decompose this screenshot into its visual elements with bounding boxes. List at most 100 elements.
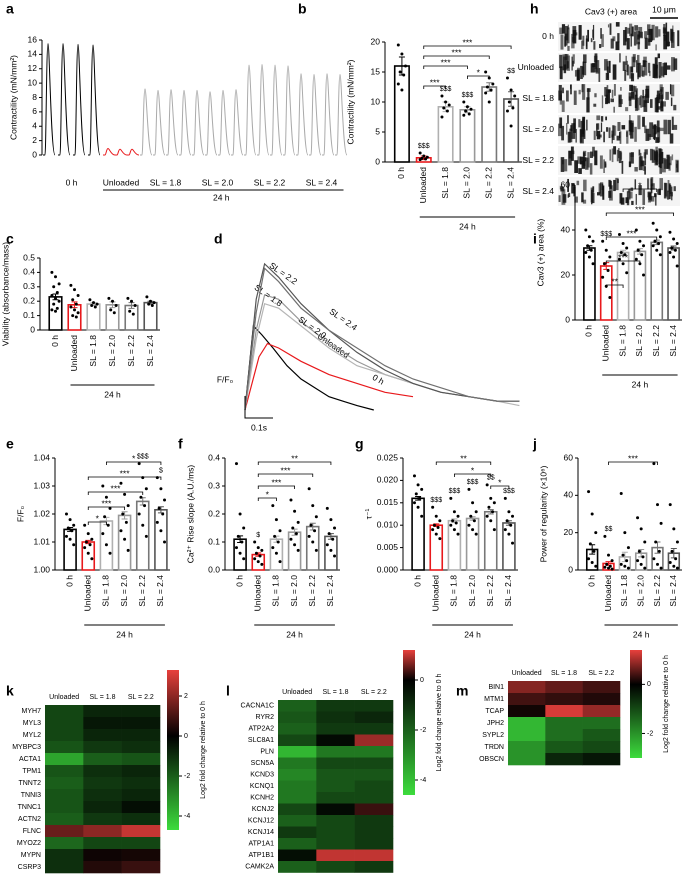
row-label: MYL2 bbox=[23, 732, 41, 739]
bar bbox=[124, 304, 139, 331]
y-tick-label: 0.0 bbox=[208, 564, 220, 574]
bar bbox=[437, 106, 454, 163]
stain-speck bbox=[616, 149, 619, 162]
stain-speck bbox=[654, 124, 657, 135]
row-label: SLC8A1 bbox=[248, 737, 274, 744]
panel-letter: m bbox=[456, 683, 468, 699]
data-point bbox=[152, 301, 156, 305]
data-point bbox=[623, 531, 627, 535]
stain-speck bbox=[671, 116, 674, 130]
pulse bbox=[58, 43, 71, 156]
stain-speck bbox=[594, 53, 598, 69]
y-tick-label: 0.5 bbox=[23, 252, 35, 262]
data-point bbox=[416, 483, 420, 487]
stain-speck bbox=[620, 197, 625, 205]
panel-letter: i bbox=[533, 231, 537, 247]
data-point bbox=[623, 253, 627, 257]
data-point bbox=[438, 537, 442, 541]
stain-speck bbox=[656, 64, 658, 76]
heat-cell bbox=[354, 849, 394, 862]
row-label: KCNJ2 bbox=[252, 806, 274, 813]
data-point bbox=[86, 532, 90, 536]
data-point bbox=[242, 557, 246, 561]
bar bbox=[324, 535, 338, 571]
data-point bbox=[54, 309, 57, 313]
panel-letter: g bbox=[355, 436, 364, 452]
heat-cell bbox=[121, 777, 161, 790]
stain-speck bbox=[596, 192, 601, 196]
stain-speck bbox=[559, 94, 562, 105]
heat-cell bbox=[83, 789, 122, 802]
data-point bbox=[83, 546, 87, 550]
y-axis-label: τ⁻¹ bbox=[363, 508, 373, 519]
stain-speck bbox=[578, 89, 581, 95]
row-label: TNNC1 bbox=[18, 804, 41, 811]
data-point bbox=[123, 492, 127, 496]
data-point bbox=[296, 520, 300, 524]
bar bbox=[599, 265, 613, 321]
data-point bbox=[254, 551, 258, 555]
group-label: 24 h bbox=[286, 629, 303, 639]
y-axis-label: F/F₀ bbox=[217, 374, 234, 384]
heat-cell bbox=[316, 711, 355, 724]
stain-speck bbox=[670, 29, 674, 43]
heat-cell bbox=[545, 729, 583, 742]
stain-speck bbox=[615, 41, 620, 51]
stain-speck bbox=[659, 178, 663, 191]
stain-speck bbox=[567, 131, 571, 143]
stain-speck bbox=[638, 185, 642, 196]
significance-mark: $$ bbox=[605, 526, 613, 533]
heat-cell bbox=[316, 838, 355, 850]
data-point bbox=[672, 564, 676, 568]
stain-speck bbox=[613, 179, 616, 192]
heat-cell bbox=[278, 711, 317, 724]
bracket bbox=[106, 461, 162, 465]
significance-mark: $$$ bbox=[137, 453, 149, 460]
stain-speck bbox=[629, 152, 632, 167]
data-point bbox=[418, 158, 422, 162]
heat-cell bbox=[45, 705, 84, 718]
stain-speck bbox=[579, 129, 584, 144]
x-tick-label: SL = 2.2 bbox=[137, 575, 147, 607]
bracket-label: * bbox=[498, 477, 502, 487]
data-point bbox=[325, 543, 329, 547]
bracket bbox=[454, 473, 492, 477]
stain-speck bbox=[561, 189, 566, 205]
pulse bbox=[140, 88, 153, 156]
stain-speck bbox=[564, 25, 569, 41]
data-point bbox=[672, 237, 676, 241]
x-tick-label: 0 h bbox=[412, 575, 422, 587]
data-point bbox=[57, 282, 61, 286]
bracket-label: *** bbox=[281, 465, 292, 475]
heat-cell bbox=[316, 723, 355, 735]
data-point bbox=[440, 115, 444, 119]
data-point bbox=[674, 557, 678, 561]
colorbar bbox=[167, 670, 179, 830]
stain-speck bbox=[618, 132, 621, 139]
significance-mark: $ bbox=[256, 532, 260, 539]
data-point bbox=[307, 487, 311, 491]
heat-cell bbox=[354, 826, 394, 839]
bar bbox=[143, 301, 158, 331]
bracket bbox=[435, 461, 492, 465]
x-tick-label: 0 h bbox=[64, 575, 74, 587]
stain-speck bbox=[604, 161, 607, 168]
stain-speck bbox=[594, 68, 598, 73]
x-tick-label: 0 h bbox=[234, 575, 244, 587]
stain-speck bbox=[603, 159, 605, 174]
stain-speck bbox=[615, 177, 619, 191]
stain-speck bbox=[559, 66, 563, 80]
bar bbox=[411, 497, 425, 571]
bracket-label: * bbox=[638, 180, 642, 190]
heat-cell bbox=[354, 700, 394, 712]
data-point bbox=[163, 498, 167, 502]
data-point bbox=[149, 299, 152, 303]
error-bar bbox=[71, 301, 78, 309]
bracket-label: ** bbox=[460, 453, 467, 463]
data-point bbox=[274, 518, 278, 522]
data-point bbox=[619, 562, 623, 566]
heat-cell bbox=[83, 705, 122, 718]
data-point bbox=[436, 525, 440, 529]
x-tick-label: SL = 2.4 bbox=[668, 575, 678, 607]
significance-mark: $$$ bbox=[430, 497, 442, 504]
